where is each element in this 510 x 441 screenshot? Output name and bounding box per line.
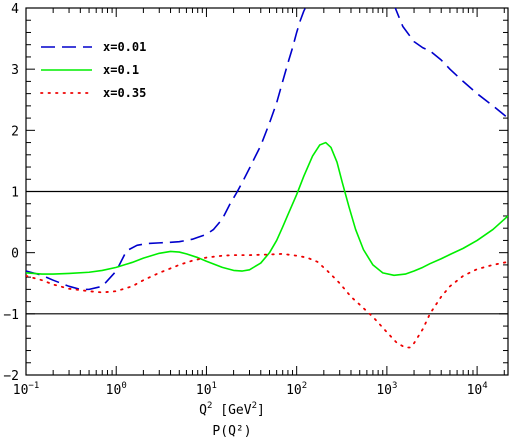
y-tick-label: −1 <box>3 308 19 323</box>
x-axis-subtitle: P(Q²) <box>212 424 251 439</box>
x-tick-label: 104 <box>467 381 488 398</box>
legend: x=0.01 x=0.1 x=0.35 <box>40 40 146 100</box>
series-line-3 <box>26 252 508 349</box>
legend-label-3: x=0.35 <box>103 86 146 100</box>
y-tick-label: 1 <box>11 186 19 201</box>
y-tick-label: 4 <box>11 2 19 17</box>
legend-label-1: x=0.01 <box>103 40 146 54</box>
x-tick-label: 102 <box>286 381 307 398</box>
y-tick-label: 3 <box>11 63 19 78</box>
y-tick-label: 2 <box>11 124 19 139</box>
y-tick-label: −2 <box>3 369 19 384</box>
x-tick-label: 101 <box>196 381 217 398</box>
x-tick-label: 10−1 <box>13 381 40 398</box>
tick-labels: 10−1 100 101 102 103 104 −2 −1 0 1 2 3 4 <box>3 2 487 398</box>
legend-label-2: x=0.1 <box>103 63 139 77</box>
x-tick-label: 100 <box>106 381 127 398</box>
ticks <box>25 7 508 376</box>
series-lines <box>26 8 508 349</box>
series-line-2 <box>26 141 508 277</box>
x-axis-title: Q2 [GeV2] <box>199 401 265 418</box>
reference-lines <box>26 190 508 315</box>
x-tick-label: 103 <box>376 381 397 398</box>
series-line-1 <box>26 8 508 291</box>
y-tick-label: 0 <box>11 247 19 262</box>
